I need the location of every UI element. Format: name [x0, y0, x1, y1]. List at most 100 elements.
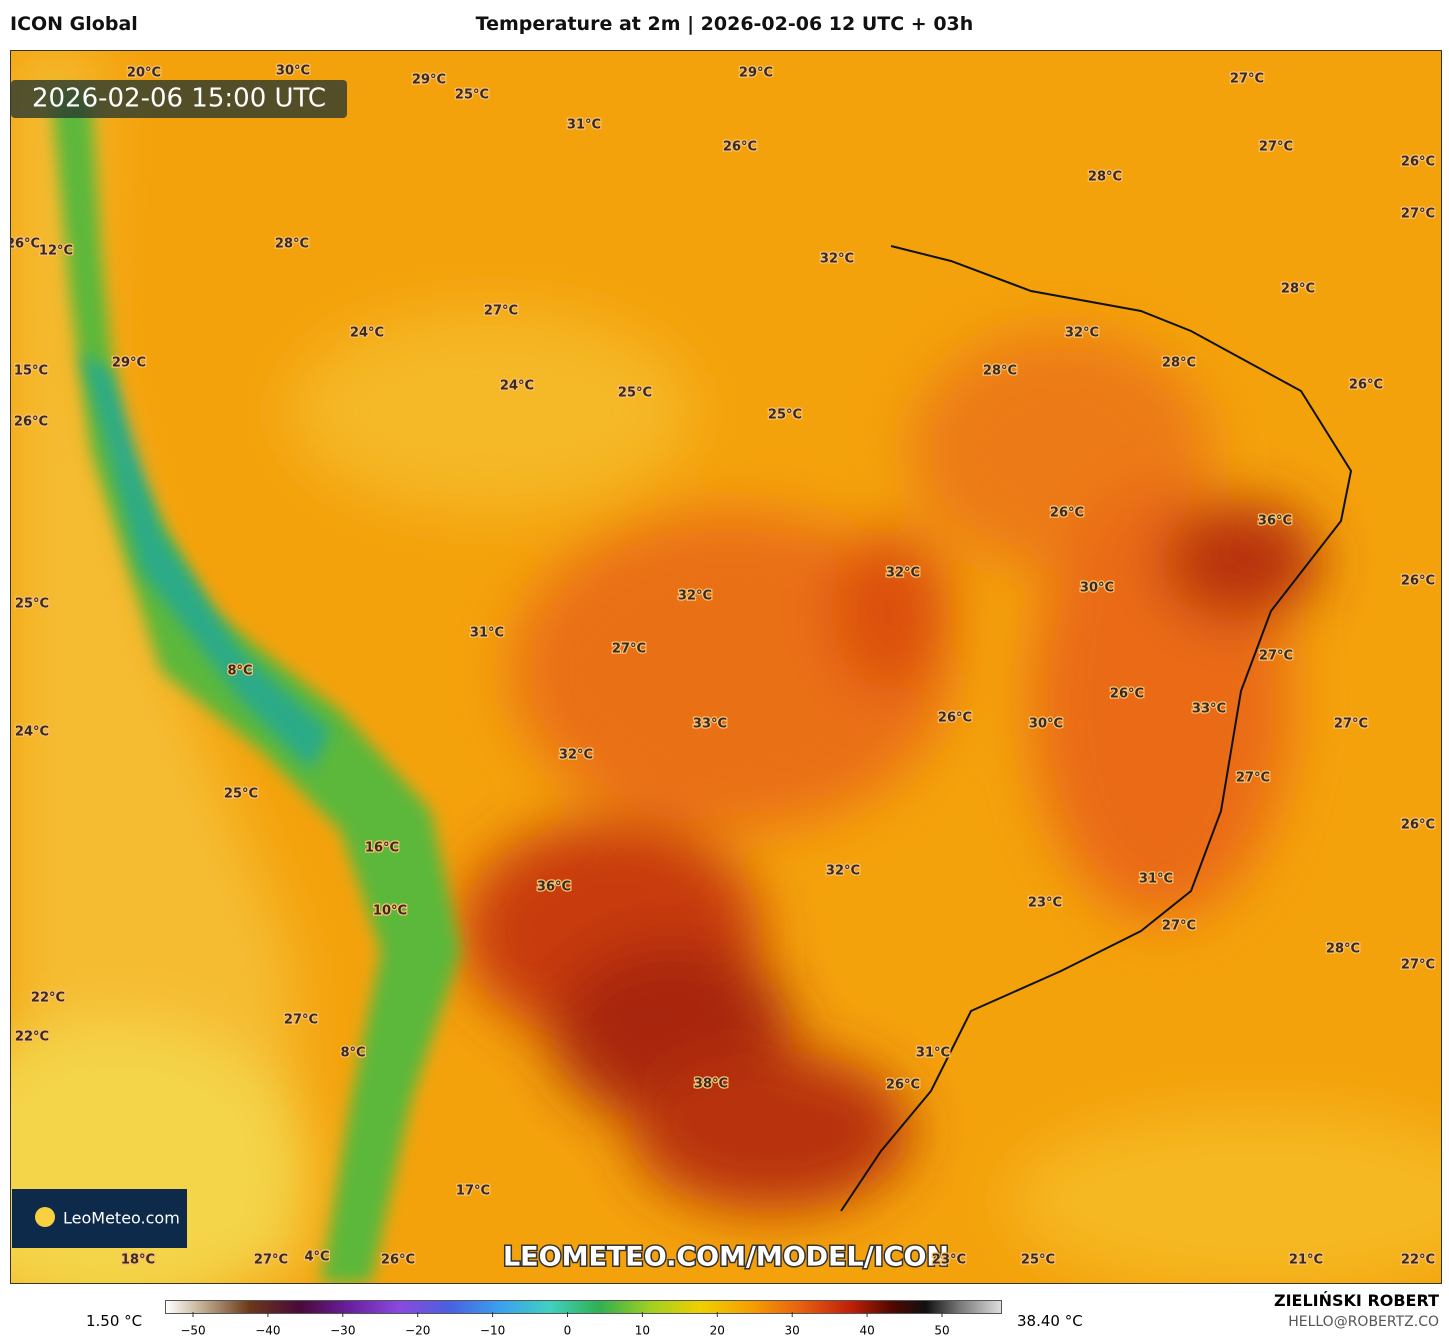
temp-label: 32°C [826, 864, 860, 879]
temp-label: 26°C [1401, 574, 1435, 589]
colorbar-tick-label: −50 [180, 1324, 205, 1338]
logo-sun [35, 1207, 55, 1227]
temp-label: 27°C [1236, 771, 1270, 786]
temp-label: 25°C [1021, 1253, 1055, 1268]
temp-label: 26°C [1401, 155, 1435, 170]
colorbar-tick-label: 50 [934, 1324, 949, 1338]
temp-label: 27°C [484, 304, 518, 319]
temp-label: 25°C [224, 787, 258, 802]
temp-label: 27°C [1401, 958, 1435, 973]
valid-time: 2026-02-06 15:00 UTC [32, 84, 326, 114]
temp-label: 29°C [739, 66, 773, 81]
temp-label: 36°C [537, 880, 571, 895]
temp-label: 22°C [15, 1030, 49, 1045]
colorbar-tick-label: −20 [405, 1324, 430, 1338]
temp-label: 27°C [1334, 717, 1368, 732]
temp-label: 38°C [694, 1077, 728, 1092]
temp-label: 32°C [820, 252, 854, 267]
temp-label: 21°C [1289, 1253, 1323, 1268]
temp-label: 25°C [15, 597, 49, 612]
temp-label: 20°C [127, 66, 161, 81]
colorbar-ticks: −50 −40 −30 −20 −10 0 10 20 30 40 50 [180, 1312, 950, 1338]
temp-label: 26°C [886, 1078, 920, 1093]
colorbar-tick-label: 10 [635, 1324, 650, 1338]
temp-label: 36°C [1258, 514, 1292, 529]
temp-label: 26°C [1349, 378, 1383, 393]
temp-label: 24°C [350, 326, 384, 341]
author: ZIELIŃSKI ROBERT [1273, 1291, 1439, 1310]
temp-label: 26°C [1401, 818, 1435, 833]
model-name: ICON Global [10, 13, 138, 35]
temp-label: 24°C [15, 725, 49, 740]
colorbar-tick-label: 20 [710, 1324, 725, 1338]
temp-label: 28°C [1162, 356, 1196, 371]
colorbar-tick-label: −10 [480, 1324, 505, 1338]
temp-label: 30°C [276, 64, 310, 79]
max-label: 38.40 °C [1017, 1312, 1083, 1330]
temp-label: 27°C [284, 1013, 318, 1028]
temp-label: 22°C [1401, 1253, 1435, 1268]
temp-label: 28°C [1326, 942, 1360, 957]
temp-label: 32°C [678, 589, 712, 604]
temp-label: 26°C [10, 237, 40, 252]
logo: LeoMeteo.com [63, 1209, 180, 1228]
temp-label: 33°C [1192, 702, 1226, 717]
temp-label: 27°C [1162, 919, 1196, 934]
temp-label: 32°C [1065, 326, 1099, 341]
map-title: Temperature at 2m | 2026-02-06 12 UTC + … [475, 13, 974, 35]
temp-label: 28°C [1281, 282, 1315, 297]
time-box [11, 80, 347, 118]
coastline [840, 245, 1353, 1212]
watermark: LEOMETEO.COM/MODEL/ICON [503, 1242, 949, 1273]
temp-label: 29°C [112, 356, 146, 371]
temp-label: 22°C [31, 991, 65, 1006]
temp-label: 31°C [1139, 872, 1173, 887]
temp-label: 27°C [1230, 72, 1264, 87]
temp-label: 23°C [1028, 896, 1062, 911]
temp-label: 8°C [227, 664, 252, 679]
temp-label: 29°C [412, 73, 446, 88]
min-label: 1.50 °C [86, 1312, 143, 1330]
temp-label: 28°C [275, 237, 309, 252]
temp-label: 17°C [456, 1184, 490, 1199]
temp-label: 27°C [1401, 207, 1435, 222]
email: HELLO@ROBERTZ.CO [1288, 1314, 1439, 1330]
temp-label: 4°C [304, 1250, 329, 1265]
temp-label: 18°C [121, 1253, 155, 1268]
colorbar-tick-label: −30 [330, 1324, 355, 1338]
temp-label: 27°C [1259, 140, 1293, 155]
temp-label: 31°C [567, 118, 601, 133]
temp-label: 26°C [1050, 506, 1084, 521]
colorbar-tick-label: 30 [785, 1324, 800, 1338]
map: 2026-02-06 15:00 UTC LeoMeteo.com LEOMET… [10, 50, 1442, 1284]
temp-label: 25°C [768, 408, 802, 423]
temp-label: 12°C [39, 244, 73, 259]
temp-label: 28°C [1088, 170, 1122, 185]
temp-label: 25°C [618, 386, 652, 401]
temp-label: 16°C [365, 841, 399, 856]
temp-label: 8°C [340, 1046, 365, 1061]
temp-label: 32°C [886, 566, 920, 581]
temp-label: 30°C [1029, 717, 1063, 732]
andes-high [81, 351, 331, 771]
temp-label: 26°C [381, 1253, 415, 1268]
temp-label: 26°C [723, 140, 757, 155]
temp-label: 23°C [932, 1253, 966, 1268]
colorbar-tick-label: 40 [859, 1324, 874, 1338]
temp-label: 28°C [983, 364, 1017, 379]
temp-label: 25°C [455, 88, 489, 103]
temp-label: 15°C [14, 364, 48, 379]
temp-label: 31°C [470, 626, 504, 641]
temp-label: 33°C [693, 717, 727, 732]
temp-label: 27°C [254, 1253, 288, 1268]
temp-label: 10°C [373, 904, 407, 919]
temp-label: 27°C [1259, 649, 1293, 664]
temp-label: 26°C [938, 711, 972, 726]
temp-label: 26°C [1110, 687, 1144, 702]
temp-label: 24°C [500, 379, 534, 394]
temp-label: 27°C [612, 642, 646, 657]
colorbar-tick-label: −40 [255, 1324, 280, 1338]
temp-label: 26°C [14, 415, 48, 430]
colorbar-tick-label: 0 [564, 1324, 572, 1338]
